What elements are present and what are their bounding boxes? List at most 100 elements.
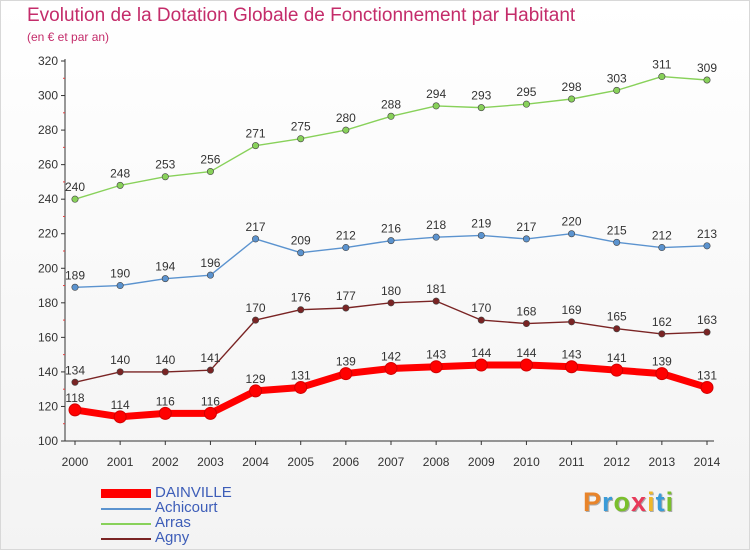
proxiti-logo: Proxiti: [583, 487, 674, 518]
data-point-arras: [432, 102, 440, 110]
data-label-arras: 271: [246, 127, 266, 141]
data-point-agny: [161, 368, 169, 376]
data-point-arras: [387, 112, 395, 120]
y-tick-label: 200: [38, 261, 58, 275]
x-tick-label: 2008: [423, 455, 450, 469]
data-point-achicourt: [432, 233, 440, 241]
data-label-agny: 163: [697, 313, 717, 327]
legend-label: Agny: [155, 529, 190, 546]
data-label-arras: 256: [200, 153, 220, 167]
data-label-achicourt: 189: [65, 268, 85, 282]
y-tick-label: 260: [38, 158, 58, 172]
data-label-dainville: 139: [652, 355, 672, 369]
logo-letter: i: [647, 487, 656, 517]
y-tick-label: 100: [38, 434, 58, 448]
data-label-arras: 309: [697, 61, 717, 75]
data-label-arras: 298: [562, 80, 582, 94]
data-label-agny: 176: [291, 291, 311, 305]
data-label-agny: 141: [200, 351, 220, 365]
data-label-agny: 168: [516, 305, 536, 319]
y-tick-label: 160: [38, 330, 58, 344]
data-point-arras: [161, 173, 169, 181]
x-tick-label: 2012: [603, 455, 630, 469]
data-point-arras: [522, 100, 530, 108]
data-label-agny: 170: [471, 301, 491, 315]
data-point-dainville: [68, 403, 82, 417]
data-label-achicourt: 215: [607, 223, 627, 237]
logo-letter: x: [631, 487, 648, 517]
legend-swatch: [101, 489, 151, 498]
x-tick-label: 2005: [287, 455, 314, 469]
data-point-achicourt: [206, 271, 214, 279]
x-tick-label: 2004: [242, 455, 269, 469]
data-label-agny: 177: [336, 289, 356, 303]
data-label-arras: 275: [291, 120, 311, 134]
data-point-arras: [206, 168, 214, 176]
data-point-dainville: [384, 361, 398, 375]
data-label-dainville: 114: [111, 398, 130, 412]
logo-letter: r: [602, 487, 614, 517]
data-label-agny: 134: [65, 363, 85, 377]
y-tick-label: 320: [38, 54, 58, 68]
data-point-agny: [387, 299, 395, 307]
data-point-agny: [297, 306, 305, 314]
x-tick-label: 2011: [559, 455, 585, 469]
data-label-achicourt: 220: [562, 215, 582, 229]
y-tick-label: 280: [38, 123, 58, 137]
data-label-agny: 181: [426, 282, 446, 296]
data-label-agny: 169: [562, 303, 582, 317]
data-point-arras: [613, 86, 621, 94]
logo-letter: t: [655, 487, 666, 517]
x-tick-label: 2014: [694, 455, 721, 469]
y-tick-label: 220: [38, 227, 58, 241]
y-tick-label: 140: [38, 365, 58, 379]
data-point-arras: [297, 135, 305, 143]
data-label-arras: 288: [381, 97, 401, 111]
data-point-agny: [703, 328, 711, 336]
logo-letter: i: [665, 487, 675, 517]
data-point-arras: [703, 76, 711, 84]
data-label-arras: 311: [652, 58, 671, 72]
data-point-dainville: [294, 380, 308, 394]
data-point-dainville: [158, 406, 172, 420]
data-point-arras: [252, 142, 260, 150]
data-point-achicourt: [477, 231, 485, 239]
data-label-agny: 180: [381, 284, 401, 298]
data-label-dainville: 143: [562, 348, 582, 362]
x-tick-label: 2009: [468, 455, 495, 469]
legend-swatch: [101, 538, 151, 540]
data-label-achicourt: 219: [471, 216, 491, 230]
data-label-arras: 303: [607, 71, 627, 85]
x-tick-label: 2000: [62, 455, 89, 469]
data-label-achicourt: 218: [426, 218, 446, 232]
logo-letter: P: [583, 487, 603, 517]
data-label-dainville: 144: [471, 346, 491, 360]
x-tick-label: 2006: [333, 455, 360, 469]
y-tick-label: 180: [38, 296, 58, 310]
data-point-agny: [116, 368, 124, 376]
data-point-arras: [71, 195, 79, 203]
x-tick-label: 2007: [378, 455, 405, 469]
data-point-dainville: [113, 410, 127, 424]
data-point-arras: [477, 104, 485, 112]
y-tick-label: 120: [38, 399, 58, 413]
data-point-achicourt: [342, 244, 350, 252]
data-label-achicourt: 212: [652, 229, 672, 243]
x-tick-label: 2010: [513, 455, 540, 469]
data-label-dainville: 141: [607, 351, 627, 365]
data-label-dainville: 129: [246, 372, 266, 386]
data-point-achicourt: [522, 235, 530, 243]
data-point-arras: [342, 126, 350, 134]
data-label-achicourt: 190: [110, 267, 130, 281]
data-label-dainville: 116: [201, 394, 220, 408]
legend-label: Achicourt: [155, 499, 218, 516]
data-label-arras: 280: [336, 111, 356, 125]
data-point-agny: [477, 316, 485, 324]
data-label-dainville: 131: [697, 368, 717, 382]
data-label-arras: 253: [155, 158, 175, 172]
data-label-dainville: 139: [336, 355, 356, 369]
legend-swatch: [101, 508, 151, 510]
data-point-agny: [613, 325, 621, 333]
data-label-agny: 170: [246, 301, 266, 315]
